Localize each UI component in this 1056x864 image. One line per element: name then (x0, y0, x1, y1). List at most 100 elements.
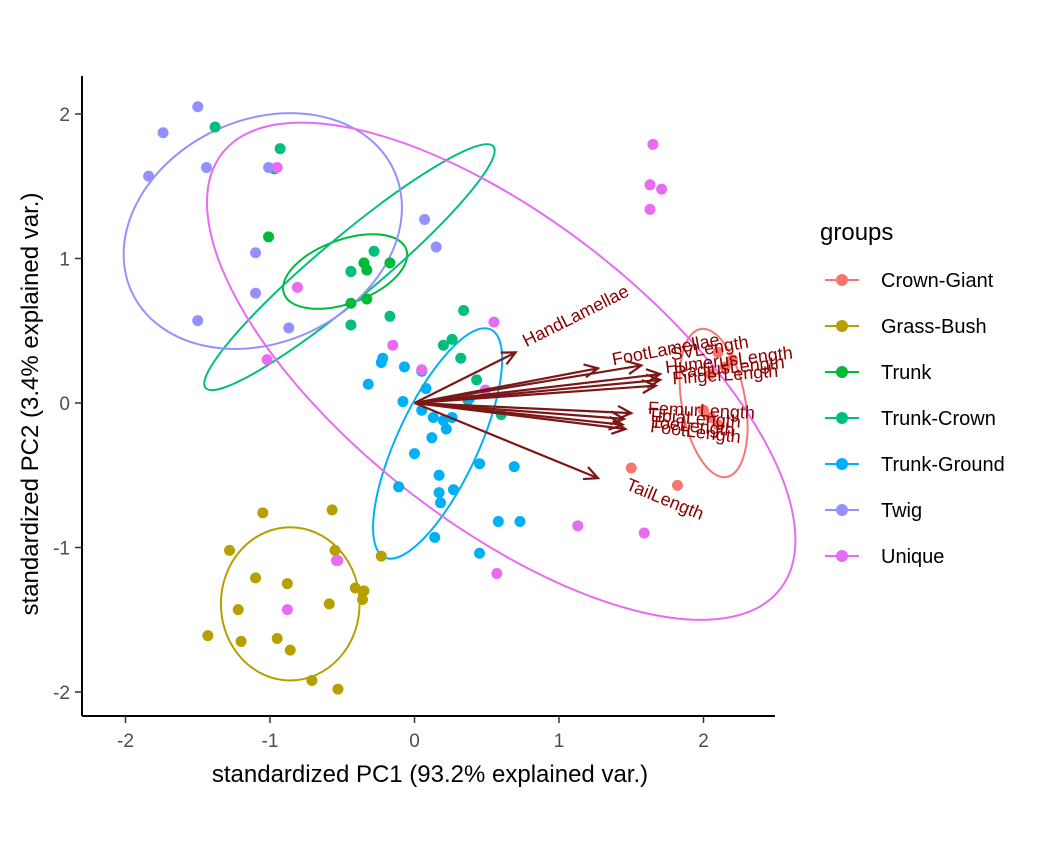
legend-label-trunk-crown: Trunk-Crown (881, 408, 996, 430)
point-grass-bush (232, 604, 244, 616)
ellipse-trunk (282, 233, 409, 310)
loading-arrowhead (500, 351, 518, 365)
legend-key-dot (836, 504, 848, 516)
x-axis-title: standardized PC1 (93.2% explained var.) (212, 761, 648, 788)
y-tick-label: -2 (53, 683, 70, 704)
y-tick-label: 0 (59, 394, 70, 415)
point-crown-giant (719, 361, 731, 373)
loading-arrowhead (610, 419, 628, 435)
point-twig (283, 322, 295, 334)
point-twig (200, 161, 212, 173)
point-twig (157, 127, 169, 139)
y-axis-title: standardized PC2 (3.4% explained var.) (17, 193, 44, 616)
loading-label: HandLamellae (519, 281, 632, 351)
x-tick-label: 2 (698, 731, 709, 752)
point-trunk (263, 231, 275, 243)
x-tick-label: 0 (409, 731, 420, 752)
point-twig (192, 315, 204, 327)
point-trunk-ground (514, 515, 526, 527)
point-grass-bush (284, 644, 296, 656)
point-unique (638, 527, 650, 539)
legend-label-twig: Twig (881, 500, 922, 522)
point-unique (488, 316, 500, 328)
point-unique (644, 203, 656, 215)
point-trunk-crown (274, 143, 286, 155)
point-grass-bush (349, 582, 361, 594)
point-unique (261, 354, 273, 366)
point-trunk-crown (455, 352, 467, 364)
point-trunk-ground (440, 423, 452, 435)
point-grass-bush (306, 674, 318, 686)
point-trunk-crown (471, 374, 483, 386)
loading-arrow (414, 364, 642, 405)
y-tick-label: 1 (59, 250, 70, 271)
point-trunk-ground (448, 484, 460, 496)
point-unique (644, 179, 656, 191)
point-unique (647, 138, 659, 150)
point-unique (330, 555, 342, 567)
x-tick-label: -2 (117, 731, 134, 752)
legend-label-unique: Unique (881, 546, 944, 568)
legend-label-grass-bush: Grass-Bush (881, 316, 987, 338)
legend-key-dot (836, 550, 848, 562)
point-trunk-ground (429, 531, 441, 543)
legend-key-dot (836, 458, 848, 470)
legend-label-crown-giant: Crown-Giant (881, 270, 994, 292)
point-grass-bush (375, 550, 387, 562)
legend-key-dot (836, 320, 848, 332)
point-twig (143, 170, 155, 182)
point-crown-giant (671, 479, 683, 491)
point-trunk-ground (433, 469, 445, 481)
point-grass-bush (250, 572, 262, 584)
ellipse-unique (206, 121, 797, 621)
point-trunk-ground (393, 481, 405, 493)
point-crown-giant (625, 462, 637, 474)
point-grass-bush (356, 594, 368, 606)
point-trunk-crown (437, 339, 449, 351)
point-twig (250, 287, 262, 299)
point-trunk (361, 264, 373, 276)
loading-arrow (414, 384, 656, 405)
legend-title: groups (820, 219, 893, 246)
legend-key-dot (836, 366, 848, 378)
point-trunk-ground (426, 432, 438, 444)
point-trunk-ground (397, 396, 409, 408)
point-trunk-crown (345, 319, 357, 331)
point-unique (291, 281, 303, 293)
point-trunk-crown (368, 245, 380, 257)
point-layer (143, 101, 738, 695)
point-twig (419, 213, 431, 225)
point-grass-bush (235, 635, 247, 647)
point-grass-bush (329, 544, 341, 556)
point-grass-bush (326, 504, 338, 516)
point-trunk-ground (433, 487, 445, 499)
y-tick-label: -1 (53, 539, 70, 560)
point-trunk-ground (492, 515, 504, 527)
point-twig (192, 101, 204, 113)
point-trunk-ground (398, 361, 410, 373)
point-trunk-ground (508, 461, 520, 473)
x-tick-label: -1 (262, 731, 279, 752)
point-trunk-ground (474, 547, 486, 559)
legend-label-trunk-ground: Trunk-Ground (881, 454, 1005, 476)
ellipse-twig (122, 112, 403, 350)
point-grass-bush (224, 544, 236, 556)
loading-label: TailLength (623, 474, 707, 524)
point-crown-giant (705, 368, 717, 380)
point-trunk (345, 297, 357, 309)
point-trunk-crown (458, 305, 470, 317)
point-twig (263, 161, 275, 173)
point-grass-bush (281, 578, 293, 590)
point-unique (387, 339, 399, 351)
loading-arrowhead (626, 360, 644, 375)
point-twig (430, 241, 442, 253)
axes: -2 -1 0 1 2 -2 -1 0 1 2 (53, 76, 775, 752)
point-trunk-ground (427, 411, 439, 423)
point-grass-bush (257, 507, 269, 519)
point-grass-bush (202, 630, 214, 642)
point-trunk-ground (437, 414, 449, 426)
legend-label-trunk: Trunk (881, 362, 932, 384)
point-trunk-crown (209, 121, 221, 133)
point-grass-bush (358, 585, 370, 597)
